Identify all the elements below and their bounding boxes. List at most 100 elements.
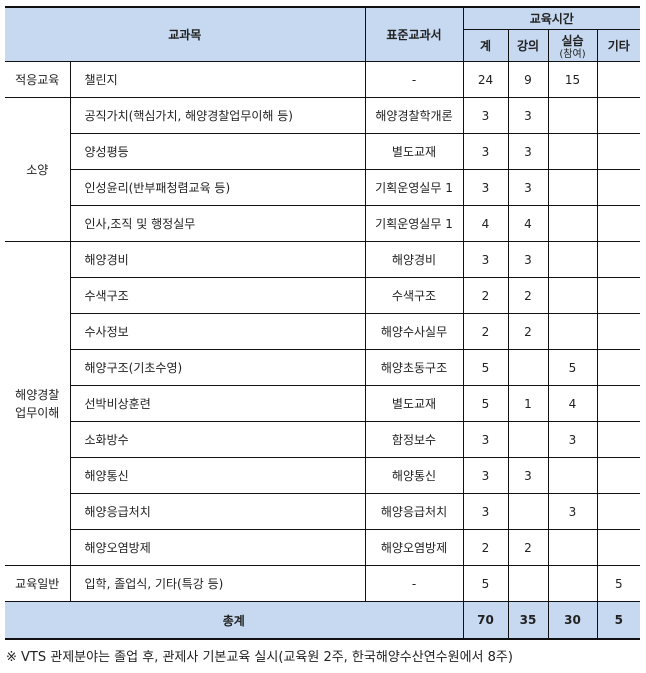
subject-cell: 공직가치(핵심가치, 해양경찰업무이해 등) [69, 97, 366, 134]
textbook-cell: 해양경비 [364, 241, 464, 278]
table-row: 수사정보 해양수사실무 2 2 [5, 313, 641, 350]
textbook-cell: 해양경찰학개론 [364, 97, 464, 134]
textbook-cell: 별도교재 [364, 385, 464, 422]
practice-cell: 3 [547, 493, 598, 530]
practice-cell [547, 457, 598, 494]
other-cell [596, 61, 641, 98]
other-cell [596, 493, 641, 530]
lecture-cell [507, 421, 549, 458]
category-cell: 교육일반 [5, 565, 71, 602]
other-cell [596, 241, 641, 278]
other-cell [596, 421, 641, 458]
lecture-cell: 3 [507, 133, 549, 170]
totals-lecture: 35 [507, 601, 549, 640]
practice-cell [547, 241, 598, 278]
subject-cell: 인사,조직 및 행정실무 [70, 205, 366, 242]
table-row: 수색구조 수색구조 2 2 [5, 277, 641, 314]
total-cell: 5 [462, 385, 509, 422]
table-row: 해양경찰 업무이해 해양경비 해양경비 3 3 [5, 241, 641, 566]
subject-cell: 수색구조 [70, 277, 366, 314]
textbook-cell: 해양오염방제 [364, 529, 464, 566]
total-cell: 3 [462, 457, 509, 494]
total-cell: 4 [462, 205, 509, 242]
category-cell: 소양 [5, 97, 71, 242]
practice-cell [547, 565, 598, 602]
total-cell: 3 [462, 97, 509, 134]
practice-cell [547, 277, 598, 314]
textbook-cell: 별도교재 [364, 133, 464, 170]
lecture-cell: 3 [507, 241, 549, 278]
total-cell: 2 [462, 313, 509, 350]
practice-cell [547, 205, 598, 242]
header-lecture: 강의 [507, 29, 549, 62]
table-row: 해양통신 해양통신 3 3 [5, 457, 641, 494]
other-cell [596, 349, 641, 386]
lecture-cell: 2 [507, 313, 549, 350]
subject-cell: 소화방수 [70, 421, 366, 458]
total-cell: 5 [462, 349, 509, 386]
other-cell [596, 529, 641, 566]
textbook-cell: 수색구조 [364, 277, 464, 314]
other-cell [596, 277, 641, 314]
subject-cell: 양성평등 [70, 133, 366, 170]
lecture-cell: 2 [507, 529, 549, 566]
table-row: 해양구조(기초수영) 해양초동구조 5 5 [5, 349, 641, 386]
other-cell [596, 205, 641, 242]
textbook-cell: - [364, 61, 464, 98]
textbook-cell: 해양응급처치 [364, 493, 464, 530]
category-cell: 해양경찰 업무이해 [5, 241, 71, 566]
other-cell [596, 313, 641, 350]
lecture-cell: 3 [507, 457, 549, 494]
subject-cell: 해양경비 [69, 241, 366, 278]
subject-cell: 선박비상훈련 [70, 385, 366, 422]
totals-other: 5 [596, 601, 641, 640]
header-practice-sub: (참여) [559, 48, 586, 60]
lecture-cell [507, 493, 549, 530]
table-row: 선박비상훈련 별도교재 5 1 4 [5, 385, 641, 422]
subject-cell: 해양구조(기초수영) [70, 349, 366, 386]
textbook-cell: 함정보수 [364, 421, 464, 458]
subject-cell: 해양통신 [70, 457, 366, 494]
textbook-cell: 해양통신 [364, 457, 464, 494]
total-cell: 2 [462, 277, 509, 314]
header-practice: 실습 (참여) [547, 29, 598, 62]
practice-cell [547, 313, 598, 350]
total-cell: 2 [462, 529, 509, 566]
total-cell: 3 [462, 169, 509, 206]
practice-cell [547, 529, 598, 566]
total-cell: 3 [462, 421, 509, 458]
header-other: 기타 [596, 29, 641, 62]
lecture-cell [507, 565, 549, 602]
other-cell [596, 169, 641, 206]
subject-cell: 입학, 졸업식, 기타(특강 등) [69, 565, 366, 602]
table-row: 해양응급처치 해양응급처치 3 3 [5, 493, 641, 530]
practice-cell: 3 [547, 421, 598, 458]
subject-cell: 해양오염방제 [70, 529, 366, 566]
textbook-cell: 해양초동구조 [364, 349, 464, 386]
textbook-cell: 기획운영실무 1 [364, 169, 464, 206]
other-cell [596, 97, 641, 134]
table-row: 소양 공직가치(핵심가치, 해양경찰업무이해 등) 해양경찰학개론 3 3 [5, 97, 641, 242]
textbook-cell: 해양수사실무 [364, 313, 464, 350]
totals-label: 총계 [5, 601, 464, 640]
header-textbook: 표준교과서 [364, 6, 464, 62]
practice-cell: 4 [547, 385, 598, 422]
curriculum-table: 교과목 표준교과서 교육시간 계 강의 실습 (참여) 기타 적응교육 챌린지 -24… [5, 6, 641, 640]
subject-cell: 수사정보 [70, 313, 366, 350]
table-row: 양성평등 별도교재 3 3 [5, 133, 641, 170]
category-cell: 적응교육 [5, 61, 71, 98]
total-cell: 5 [462, 565, 509, 602]
total-cell: 3 [462, 493, 509, 530]
practice-cell [547, 169, 598, 206]
lecture-cell: 1 [507, 385, 549, 422]
header-total: 계 [463, 29, 509, 62]
practice-cell: 5 [547, 349, 598, 386]
totals-total: 70 [462, 601, 509, 640]
total-cell: 3 [462, 241, 509, 278]
table-row: 해양오염방제 해양오염방제 2 2 [5, 529, 641, 566]
subject-cell: 챌린지 [69, 61, 366, 98]
textbook-cell: 기획운영실무 1 [364, 205, 464, 242]
practice-cell [547, 97, 598, 134]
